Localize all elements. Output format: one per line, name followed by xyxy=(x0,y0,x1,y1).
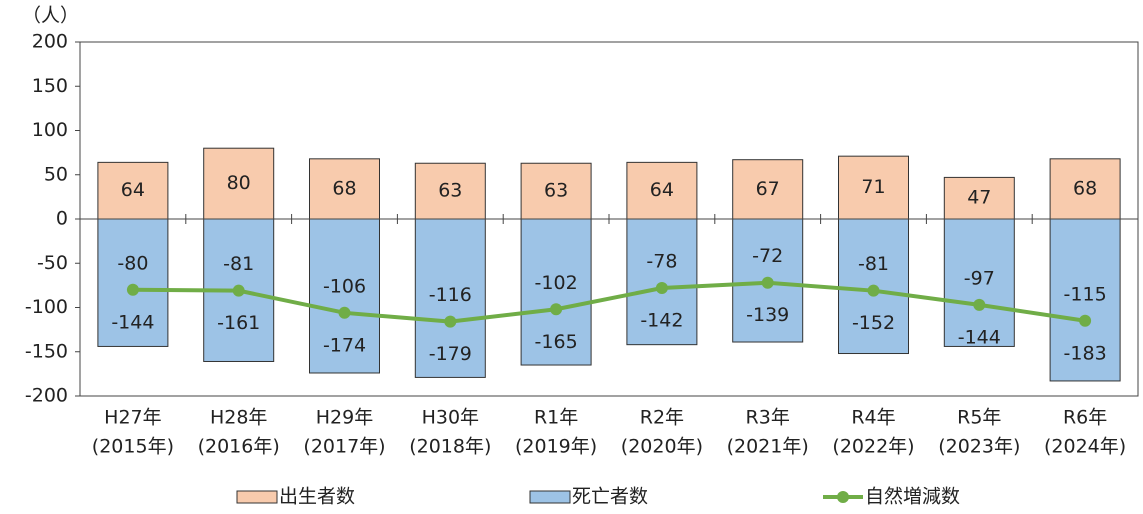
x-tick-label: (2015年) xyxy=(92,436,174,458)
data-label: 68 xyxy=(1073,177,1097,199)
data-label: -97 xyxy=(964,267,995,289)
data-label: -115 xyxy=(1064,283,1107,305)
x-tick-label: (2023年) xyxy=(938,436,1020,458)
data-label: -144 xyxy=(958,326,1001,348)
legend-label: 出生者数 xyxy=(279,486,355,508)
bar xyxy=(1049,158,1121,220)
y-tick-label: -50 xyxy=(37,252,68,274)
x-tick-label: (2022年) xyxy=(832,436,914,458)
x-tick-label: (2024年) xyxy=(1044,436,1126,458)
data-label: -174 xyxy=(323,334,366,356)
x-tick-label: H30年 xyxy=(422,407,479,429)
bar xyxy=(203,147,275,220)
data-label: -165 xyxy=(535,331,578,353)
line-point xyxy=(550,303,563,316)
x-tick-label: R1年 xyxy=(534,407,578,429)
data-label: -179 xyxy=(429,343,472,365)
data-label: 47 xyxy=(967,187,991,209)
y-tick-label: 50 xyxy=(44,163,68,185)
bar xyxy=(97,218,169,347)
data-label: 68 xyxy=(332,177,356,199)
x-tick-label: (2018年) xyxy=(409,436,491,458)
y-tick-label: 200 xyxy=(32,31,68,53)
data-label: -161 xyxy=(217,312,260,334)
data-label: -142 xyxy=(640,310,683,332)
data-label: -102 xyxy=(535,272,578,294)
data-label: -80 xyxy=(117,252,148,274)
x-tick-label: R2年 xyxy=(640,407,684,429)
line-point xyxy=(444,315,457,328)
x-tick-label: (2020年) xyxy=(621,436,703,458)
bar xyxy=(414,218,486,378)
legend-swatch xyxy=(837,491,849,503)
legend-label: 死亡者数 xyxy=(572,486,648,508)
line-point xyxy=(232,284,245,297)
bar xyxy=(97,161,169,220)
data-label: 67 xyxy=(756,178,780,200)
x-tick-label: R4年 xyxy=(851,407,895,429)
x-tick-label: H27年 xyxy=(104,407,161,429)
y-tick-label: 0 xyxy=(56,208,68,230)
x-tick-label: R3年 xyxy=(746,407,790,429)
legend-label: 自然増減数 xyxy=(865,486,960,508)
bar xyxy=(626,218,698,346)
line-point xyxy=(867,284,880,297)
x-tick-label: (2021年) xyxy=(727,436,809,458)
data-label: 63 xyxy=(544,180,568,202)
x-tick-label: R5年 xyxy=(957,407,1001,429)
data-label: -144 xyxy=(111,311,154,333)
bar xyxy=(626,161,698,220)
legend-swatch xyxy=(529,490,571,504)
x-tick-label: (2017年) xyxy=(303,436,385,458)
data-label: -116 xyxy=(429,284,472,306)
data-label: 64 xyxy=(121,179,145,201)
x-tick-label: H28年 xyxy=(210,407,267,429)
x-tick-label: H29年 xyxy=(316,407,373,429)
line-point xyxy=(761,276,774,289)
bar xyxy=(520,218,592,366)
data-label: -106 xyxy=(323,275,366,297)
y-tick-label: 150 xyxy=(32,75,68,97)
data-label: 71 xyxy=(861,176,885,198)
bar xyxy=(309,218,380,374)
bar xyxy=(732,159,804,220)
bar xyxy=(943,176,1015,220)
x-tick-label: R6年 xyxy=(1063,407,1107,429)
legend-swatch xyxy=(236,490,278,504)
data-label: -139 xyxy=(746,304,789,326)
data-label: 80 xyxy=(227,172,251,194)
line-point xyxy=(126,283,139,296)
y-axis-label: （人） xyxy=(22,5,79,27)
y-tick-label: -200 xyxy=(25,385,68,407)
bar xyxy=(838,218,909,355)
data-label: -183 xyxy=(1064,342,1107,364)
data-label: -72 xyxy=(752,245,783,267)
data-label: 63 xyxy=(438,180,462,202)
bar xyxy=(309,158,380,220)
bar xyxy=(1049,218,1121,382)
x-tick-label: (2016年) xyxy=(198,436,280,458)
y-tick-label: -150 xyxy=(25,340,68,362)
y-tick-label: -100 xyxy=(25,296,68,318)
line-point xyxy=(973,298,986,311)
data-label: -78 xyxy=(646,251,677,273)
data-label: -81 xyxy=(223,253,254,275)
bar xyxy=(520,162,592,220)
y-tick-label: 100 xyxy=(32,119,68,141)
data-label: 64 xyxy=(650,179,674,201)
data-label: -81 xyxy=(858,253,889,275)
data-label: -152 xyxy=(852,312,895,334)
bar xyxy=(414,162,486,220)
line-point xyxy=(1079,314,1092,327)
line-point xyxy=(338,306,351,319)
x-tick-label: (2019年) xyxy=(515,436,597,458)
bar xyxy=(943,218,1015,347)
line-series xyxy=(132,280,1086,324)
line-point xyxy=(655,282,668,295)
